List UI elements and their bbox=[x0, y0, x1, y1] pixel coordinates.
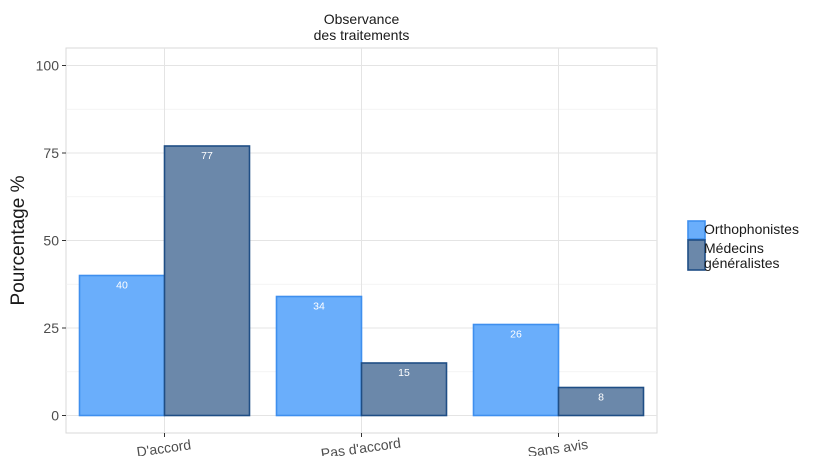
y-tick-label: 25 bbox=[43, 320, 59, 336]
y-axis-title: Pourcentage % bbox=[8, 175, 29, 305]
bar bbox=[472, 323, 560, 417]
chart-title-line: Observance bbox=[324, 11, 400, 27]
legend-swatch bbox=[687, 220, 706, 240]
bar bbox=[360, 362, 448, 417]
legend-swatch bbox=[687, 239, 706, 271]
bar bbox=[78, 274, 166, 417]
data-label: 77 bbox=[201, 150, 213, 162]
data-label: 34 bbox=[313, 301, 325, 313]
data-labels: 40 34 26 77 15 8 bbox=[116, 150, 604, 404]
chart-title-line: des traitements bbox=[314, 27, 410, 43]
y-tick-label: 100 bbox=[36, 58, 60, 74]
legend-label: Médecins bbox=[704, 240, 764, 256]
bars bbox=[78, 145, 645, 417]
x-tick-label: Pas d'accord bbox=[320, 435, 402, 456]
data-label: 8 bbox=[598, 392, 604, 404]
legend-label: Orthophonistes bbox=[704, 221, 799, 237]
bar bbox=[275, 295, 363, 417]
y-tick-label: 0 bbox=[51, 408, 59, 424]
data-label: 40 bbox=[116, 280, 128, 292]
bar bbox=[557, 386, 645, 417]
y-tick-label: 50 bbox=[43, 233, 59, 249]
data-label: 15 bbox=[398, 367, 410, 379]
x-tick-label: D'accord bbox=[136, 436, 193, 456]
data-label: 26 bbox=[510, 329, 522, 341]
y-tick-label: 75 bbox=[43, 145, 59, 161]
legend-label: généralistes bbox=[704, 255, 780, 271]
bar bbox=[163, 145, 251, 417]
x-tick-label: Sans avis bbox=[527, 436, 589, 456]
